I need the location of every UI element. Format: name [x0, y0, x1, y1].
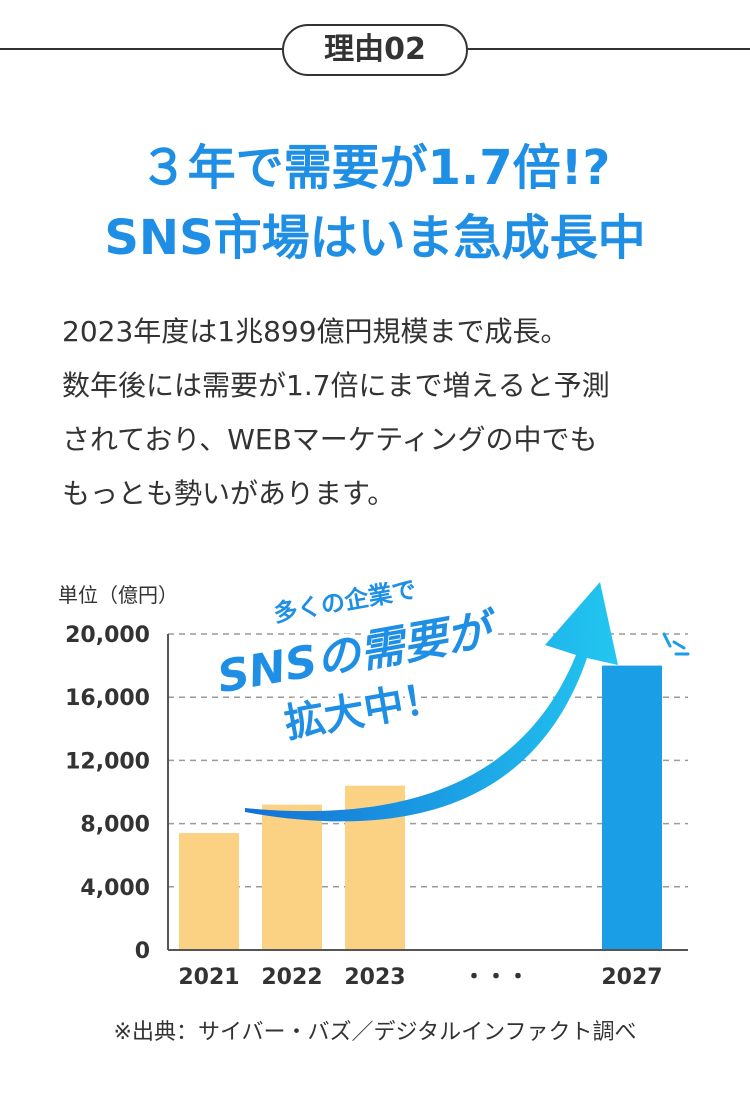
- x-tick-label: 2027: [601, 965, 662, 990]
- bar-2022: [262, 804, 322, 950]
- x-tick-label: 2021: [178, 965, 239, 990]
- sparkle-line: [672, 640, 686, 650]
- body-line: もっとも勢いがあります。: [62, 477, 396, 510]
- header-rule-right: [468, 48, 750, 50]
- y-tick-label: 12,000: [65, 749, 150, 774]
- body-line: されており、WEBマーケティングの中でも: [62, 423, 598, 456]
- y-tick-label: 0: [135, 939, 150, 964]
- headline-line-1: ３年で需要が1.7倍!?: [139, 140, 611, 196]
- y-tick-label: 8,000: [80, 813, 150, 838]
- bar-chart: 0 4,000 8,000 12,000 16,000 20,000 2021 2022 202…: [58, 572, 690, 990]
- footnote: ※出典：サイバー・バズ／デジタルインファクト調べ: [113, 1020, 637, 1045]
- body-line: 数年後には需要が1.7倍にまで増えると予測: [62, 369, 610, 402]
- ylabel: 単位（億円）: [58, 583, 178, 607]
- x-tick-label: ・・・: [463, 965, 529, 990]
- body-line: 2023年度は1兆899億円規模まで成長。: [62, 315, 569, 348]
- x-tick-label: 2022: [261, 965, 322, 990]
- headline-line-2: SNS市場はいま急成長中: [104, 210, 646, 266]
- reason-badge: 理由02: [282, 24, 468, 76]
- sparkle-line: [662, 632, 672, 648]
- y-tick-label: 20,000: [65, 623, 150, 648]
- x-tick-label: 2023: [344, 965, 405, 990]
- y-tick-label: 16,000: [65, 686, 150, 711]
- bar-2027: [602, 665, 662, 950]
- body-text: 2023年度は1兆899億円規模まで成長。 数年後には需要が1.7倍にまで増える…: [62, 305, 702, 521]
- y-tick-label: 4,000: [80, 876, 150, 901]
- growth-arrow: [245, 582, 618, 822]
- header-rule-left: [0, 48, 282, 50]
- bar-2021: [179, 833, 239, 950]
